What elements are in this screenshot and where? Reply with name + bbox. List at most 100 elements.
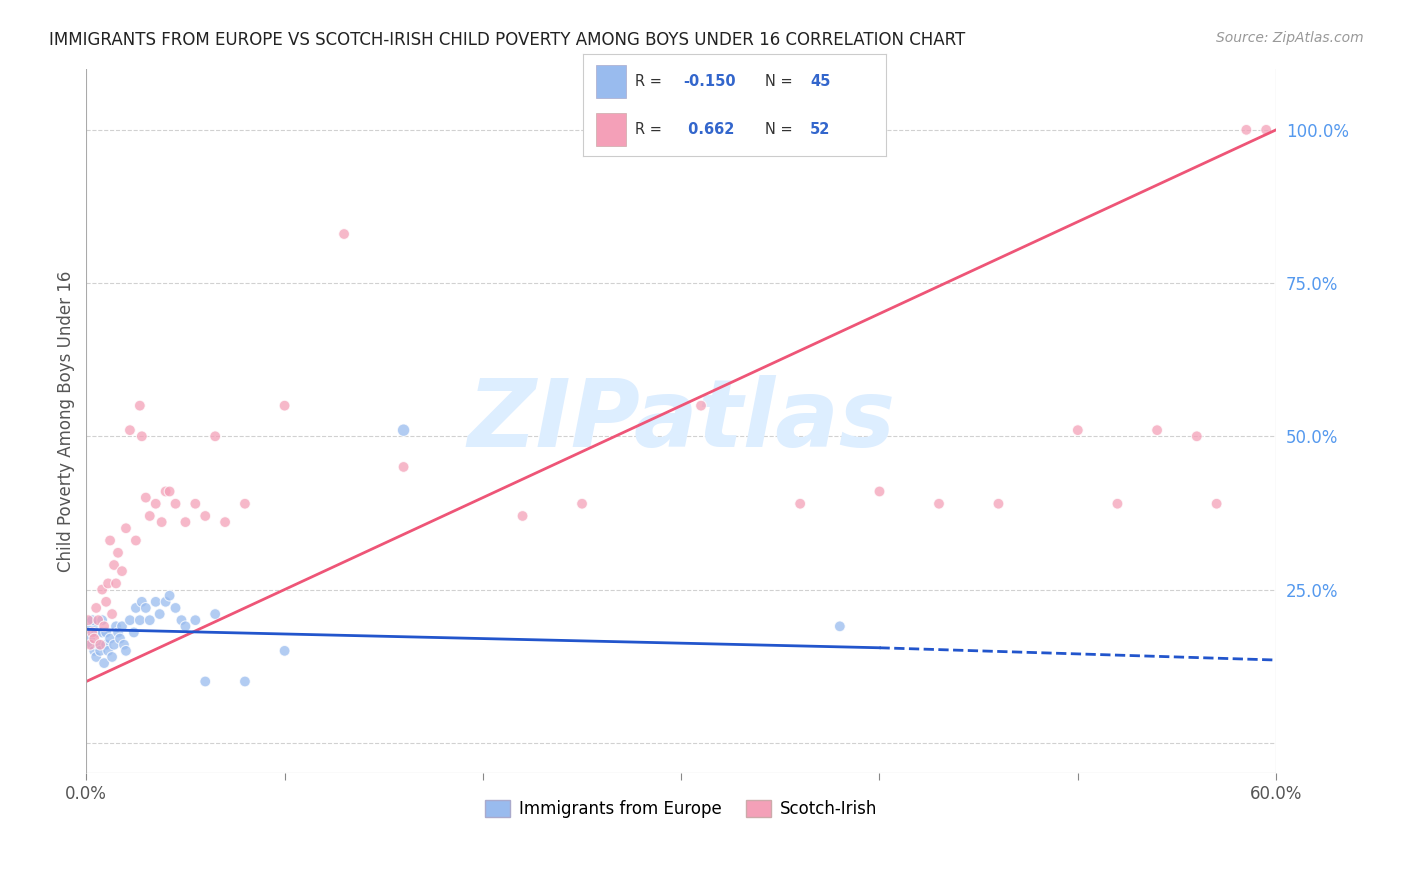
Point xyxy=(94,638,117,652)
Point xyxy=(149,607,172,621)
Text: IMMIGRANTS FROM EUROPE VS SCOTCH-IRISH CHILD POVERTY AMONG BOYS UNDER 16 CORRELA: IMMIGRANTS FROM EUROPE VS SCOTCH-IRISH C… xyxy=(49,31,966,49)
Text: Source: ZipAtlas.com: Source: ZipAtlas.com xyxy=(1216,31,1364,45)
Point xyxy=(91,613,114,627)
Point xyxy=(392,423,415,437)
Point xyxy=(111,564,134,578)
FancyBboxPatch shape xyxy=(596,113,626,145)
Point xyxy=(122,625,145,640)
Point xyxy=(82,625,104,640)
Point xyxy=(91,582,114,597)
Point xyxy=(333,227,356,241)
Point xyxy=(93,656,115,670)
Point xyxy=(145,595,167,609)
Point xyxy=(170,613,193,627)
Point xyxy=(159,589,181,603)
Point xyxy=(111,619,134,633)
Point xyxy=(1107,497,1129,511)
Point xyxy=(1205,497,1227,511)
Point xyxy=(512,508,534,523)
Point xyxy=(928,497,950,511)
Point xyxy=(103,558,125,572)
Text: N =: N = xyxy=(765,74,797,88)
Point xyxy=(1234,123,1257,137)
Point xyxy=(118,613,141,627)
Legend: Immigrants from Europe, Scotch-Irish: Immigrants from Europe, Scotch-Irish xyxy=(478,794,884,825)
Point xyxy=(128,399,150,413)
Point xyxy=(101,650,124,665)
Text: R =: R = xyxy=(636,74,666,88)
Point xyxy=(115,644,138,658)
Point xyxy=(98,632,121,646)
Point xyxy=(273,399,295,413)
Point xyxy=(184,497,207,511)
Point xyxy=(987,497,1010,511)
Point xyxy=(103,638,125,652)
Point xyxy=(125,533,148,548)
Point xyxy=(392,459,415,474)
Point xyxy=(94,625,117,640)
Point xyxy=(165,601,187,615)
Point xyxy=(131,595,153,609)
Point xyxy=(174,515,197,529)
Point xyxy=(118,423,141,437)
Point xyxy=(174,619,197,633)
Point xyxy=(105,576,128,591)
Text: ZIPatlas: ZIPatlas xyxy=(467,375,896,467)
Point xyxy=(115,521,138,535)
Point xyxy=(273,644,295,658)
Point xyxy=(1256,123,1278,137)
Point xyxy=(93,619,115,633)
Text: N =: N = xyxy=(765,122,797,137)
Point xyxy=(233,497,256,511)
Y-axis label: Child Poverty Among Boys Under 16: Child Poverty Among Boys Under 16 xyxy=(58,270,75,572)
Point xyxy=(77,619,100,633)
Point xyxy=(155,484,177,499)
Point xyxy=(204,429,226,443)
Point xyxy=(139,613,162,627)
Point xyxy=(79,632,101,646)
Point xyxy=(194,508,217,523)
Point xyxy=(107,546,129,560)
Point xyxy=(139,508,162,523)
Point xyxy=(98,533,121,548)
Point xyxy=(108,632,131,646)
Point xyxy=(94,595,117,609)
FancyBboxPatch shape xyxy=(596,65,626,97)
Text: 45: 45 xyxy=(810,74,831,88)
Point xyxy=(131,429,153,443)
Point xyxy=(91,625,114,640)
Point xyxy=(165,497,187,511)
Point xyxy=(690,399,713,413)
Point xyxy=(145,497,167,511)
Point xyxy=(184,613,207,627)
Text: R =: R = xyxy=(636,122,666,137)
Text: -0.150: -0.150 xyxy=(683,74,735,88)
Point xyxy=(155,595,177,609)
Point xyxy=(159,484,181,499)
Point xyxy=(83,644,105,658)
Point xyxy=(869,484,891,499)
Point xyxy=(84,625,107,640)
Point xyxy=(789,497,811,511)
Point xyxy=(97,576,120,591)
Point xyxy=(135,601,157,615)
Point xyxy=(571,497,593,511)
Point xyxy=(214,515,236,529)
Point xyxy=(1185,429,1208,443)
Point xyxy=(82,613,104,627)
Point xyxy=(1146,423,1168,437)
Point xyxy=(77,613,100,627)
Point xyxy=(107,625,129,640)
Point xyxy=(233,674,256,689)
Point xyxy=(97,644,120,658)
Point xyxy=(89,644,111,658)
Point xyxy=(1067,423,1090,437)
Point xyxy=(79,638,101,652)
Point xyxy=(828,619,851,633)
Point xyxy=(83,632,105,646)
Point xyxy=(128,613,150,627)
Point xyxy=(112,638,135,652)
Point xyxy=(89,638,111,652)
Point xyxy=(101,607,124,621)
Point xyxy=(82,638,104,652)
